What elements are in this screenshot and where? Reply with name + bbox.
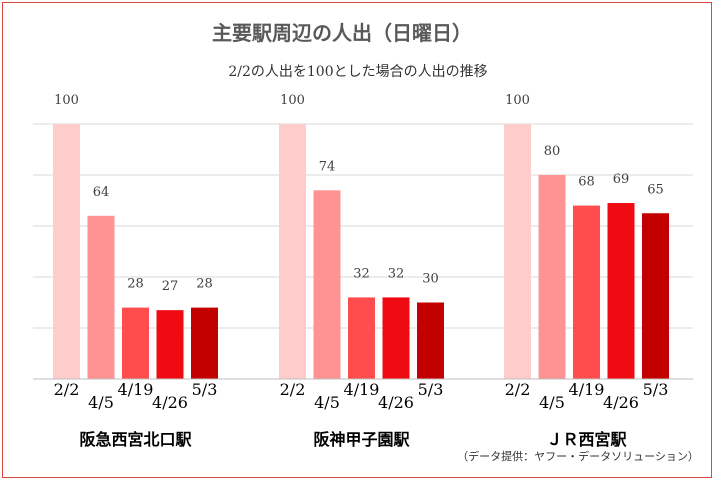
category-label: 2/2 <box>505 380 531 399</box>
bar <box>348 297 375 379</box>
data-label: 32 <box>353 266 370 281</box>
data-label: 28 <box>196 277 213 292</box>
bar-group: 100 2/2 64 4/5 28 4/19 27 4/26 28 5/3 阪急西宮北口駅 <box>53 93 218 449</box>
category-label: 2/2 <box>280 380 306 399</box>
group-label: 阪急西宮北口駅 <box>79 430 192 449</box>
data-label: 30 <box>422 272 439 287</box>
category-label: 5/3 <box>418 380 444 399</box>
data-label: 80 <box>544 144 561 159</box>
bar <box>382 297 410 379</box>
bar <box>122 307 149 379</box>
category-label: 4/26 <box>152 393 188 412</box>
category-label: 5/3 <box>643 380 669 399</box>
bar <box>53 124 80 379</box>
category-label: 4/26 <box>378 393 414 412</box>
bar <box>573 205 600 379</box>
data-label: 28 <box>127 277 144 292</box>
chart-subtitle: 2/2の人出を100とした場合の人出の推移 <box>228 64 487 80</box>
category-label: 4/26 <box>603 393 639 412</box>
category-label: 4/19 <box>344 380 380 399</box>
bar-group: 100 2/2 80 4/5 68 4/19 69 4/26 65 5/3 ＪＲ西宮駅 <box>504 93 669 449</box>
category-label: 2/2 <box>54 380 80 399</box>
data-label: 100 <box>54 93 79 108</box>
category-label: 4/5 <box>314 393 340 412</box>
bar <box>417 302 444 379</box>
bar <box>87 215 115 379</box>
group-label: 阪神甲子園駅 <box>313 430 410 449</box>
bar <box>191 307 218 379</box>
bar <box>313 190 341 379</box>
data-label: 64 <box>93 185 110 200</box>
category-label: 5/3 <box>192 380 218 399</box>
category-label: 4/19 <box>569 380 605 399</box>
chart-title: 主要駅周辺の人出（日曜日） <box>212 21 472 45</box>
bar <box>607 203 635 379</box>
category-label: 4/5 <box>88 393 114 412</box>
group-label: ＪＲ西宮駅 <box>546 430 627 449</box>
bar-groups: 100 2/2 64 4/5 28 4/19 27 4/26 28 5/3 阪急西宮北口駅 100 2/… <box>53 93 669 449</box>
source-note: （データ提供：ヤフー・データソリューション） <box>457 449 699 463</box>
bar <box>504 124 531 379</box>
data-label: 100 <box>280 93 305 108</box>
bar <box>642 213 669 379</box>
bar <box>156 310 184 379</box>
data-label: 68 <box>578 175 595 190</box>
data-label: 27 <box>162 279 179 294</box>
bar-group: 100 2/2 74 4/5 32 4/19 32 4/26 30 5/3 阪神甲子園駅 <box>279 93 444 449</box>
category-label: 4/19 <box>118 380 154 399</box>
data-label: 65 <box>647 182 664 197</box>
bar <box>279 124 306 379</box>
data-label: 100 <box>505 93 530 108</box>
category-label: 4/5 <box>539 393 565 412</box>
data-label: 74 <box>319 159 336 174</box>
bar <box>538 175 566 379</box>
data-label: 69 <box>613 172 630 187</box>
data-label: 32 <box>388 266 405 281</box>
